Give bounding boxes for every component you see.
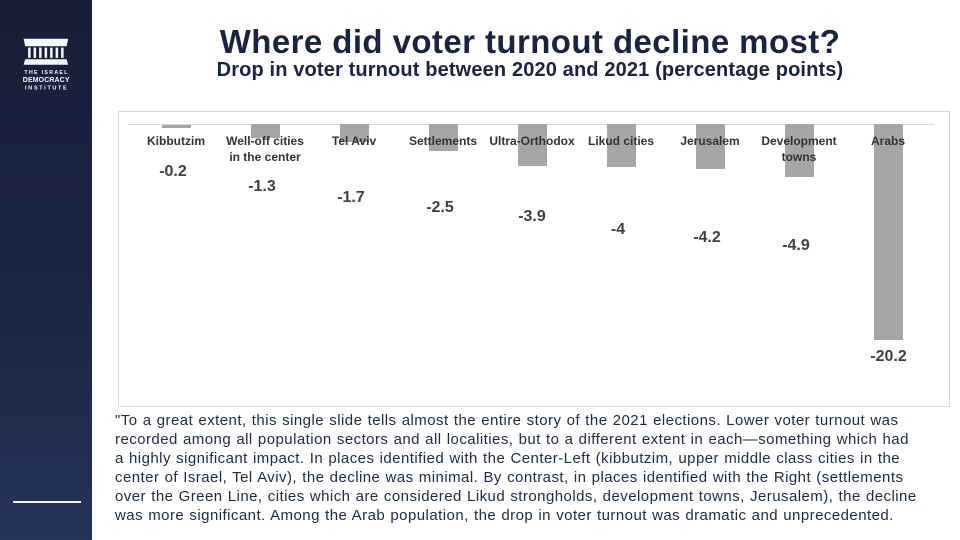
svg-text:THE ISRAEL: THE ISRAEL — [24, 70, 68, 76]
svg-text:DEMOCRACY: DEMOCRACY — [23, 77, 70, 84]
svg-text:INSTITUTE: INSTITUTE — [25, 86, 68, 92]
